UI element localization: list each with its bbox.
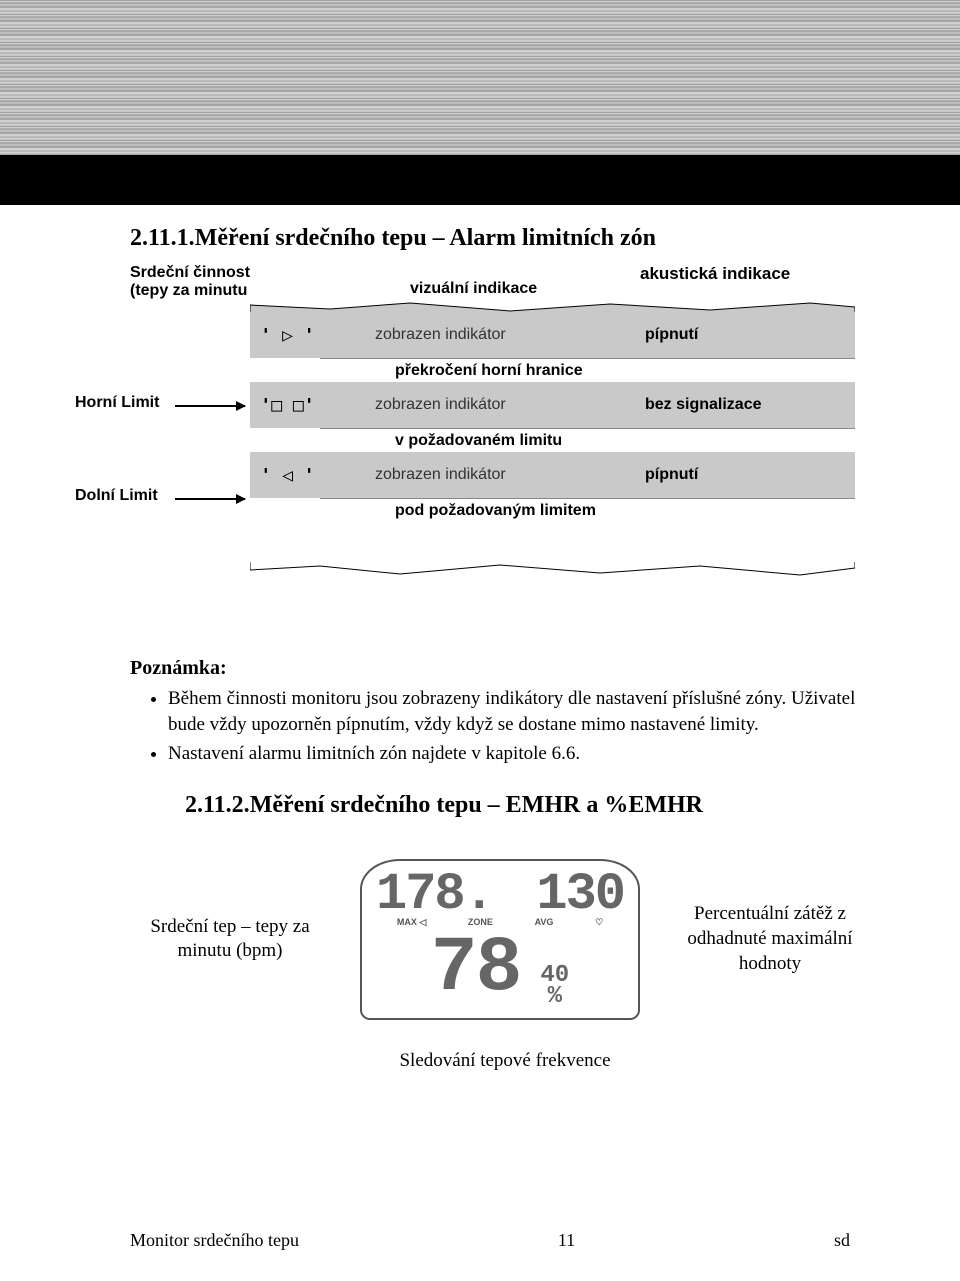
col-header-heartrate: Srdeční činnost (tepy za minutu <box>130 264 250 300</box>
acoustic-text: pípnutí <box>645 326 698 344</box>
device-percent-stack: 40 % <box>540 965 569 1008</box>
section-2-title: 2.11.2.Měření srdečního tepu – EMHR a %E… <box>130 792 880 819</box>
label-upper-limit: Horní Limit <box>75 394 159 412</box>
page-footer: Monitor srdečního tepu 11 sd <box>130 1230 850 1251</box>
indicator-text: zobrazen indikátor <box>375 326 506 344</box>
label-max: MAX ◁ <box>397 917 426 928</box>
device-percent-sign: % <box>548 986 562 1008</box>
device-max-value: 178. <box>376 869 493 921</box>
section-number: 2.11.2. <box>185 792 250 818</box>
footer-right: sd <box>834 1230 850 1251</box>
section-heading: Měření srdečního tepu – EMHR a %EMHR <box>250 792 703 818</box>
zone-row-inside: '□ □' zobrazen indikátor bez signalizace <box>250 382 855 428</box>
section-1-title: 2.11.1.Měření srdečního tepu – Alarm lim… <box>130 225 880 252</box>
col-header-visual: vizuální indikace <box>410 280 537 298</box>
emhr-row: Srdeční tep – tepy za minutu (bpm) 178. … <box>130 859 880 1020</box>
note-list: Během činnosti monitoru jsou zobrazeny i… <box>130 686 880 767</box>
indicator-text: zobrazen indikátor <box>375 396 506 414</box>
emhr-left-label: Srdeční tep – tepy za minutu (bpm) <box>130 915 330 964</box>
indicator-inside-icon: '□ □' <box>250 395 325 416</box>
footer-page-number: 11 <box>558 1230 575 1251</box>
device-hr-value: 78 <box>431 930 521 1008</box>
device-display: 178. 130 MAX ◁ ZONE AVG ♡ 78 40 % <box>360 859 640 1020</box>
arrow-upper <box>175 405 245 407</box>
note-bullet: Během činnosti monitoru jsou zobrazeny i… <box>168 686 880 737</box>
indicator-above-icon: ' ▷ ' <box>250 325 325 346</box>
col-header-acoustic: akustická indikace <box>640 264 790 284</box>
jagged-bottom <box>250 562 855 578</box>
black-band <box>0 155 960 205</box>
divider-lower: pod požadovaným limitem <box>320 498 855 522</box>
brushed-metal-header <box>0 0 960 155</box>
device-avg-value: 130 <box>536 869 624 921</box>
note-heading: Poznámka: <box>130 657 880 680</box>
section-number: 2.11.1. <box>130 225 195 251</box>
footer-left: Monitor srdečního tepu <box>130 1230 299 1251</box>
acoustic-text: pípnutí <box>645 466 698 484</box>
heart-icon: ♡ <box>595 917 603 928</box>
indicator-text: zobrazen indikátor <box>375 466 506 484</box>
note-block: Poznámka: Během činnosti monitoru jsou z… <box>130 657 880 767</box>
zone-row-above: ' ▷ ' zobrazen indikátor pípnutí <box>250 312 855 358</box>
label-avg: AVG <box>535 917 554 928</box>
bar-stack: ' ▷ ' zobrazen indikátor pípnutí překroč… <box>250 312 855 522</box>
emhr-right-label: Percentuální zátěž z odhadnuté maximální… <box>670 902 870 976</box>
jagged-top <box>250 300 855 312</box>
divider-inside: v požadovaném limitu <box>320 428 855 452</box>
arrow-lower <box>175 498 245 500</box>
note-bullet: Nastavení alarmu limitních zón najdete v… <box>168 741 880 767</box>
device-caption: Sledování tepové frekvence <box>130 1050 880 1072</box>
zone-row-below: ' ◁ ' zobrazen indikátor pípnutí <box>250 452 855 498</box>
divider-upper: překročení horní hranice <box>320 358 855 382</box>
section-heading: Měření srdečního tepu – Alarm limitních … <box>195 225 656 251</box>
zone-alarm-diagram: Srdeční činnost (tepy za minutu vizuální… <box>75 272 855 602</box>
label-lower-limit: Dolní Limit <box>75 487 158 505</box>
indicator-below-icon: ' ◁ ' <box>250 465 325 486</box>
acoustic-text: bez signalizace <box>645 396 762 414</box>
